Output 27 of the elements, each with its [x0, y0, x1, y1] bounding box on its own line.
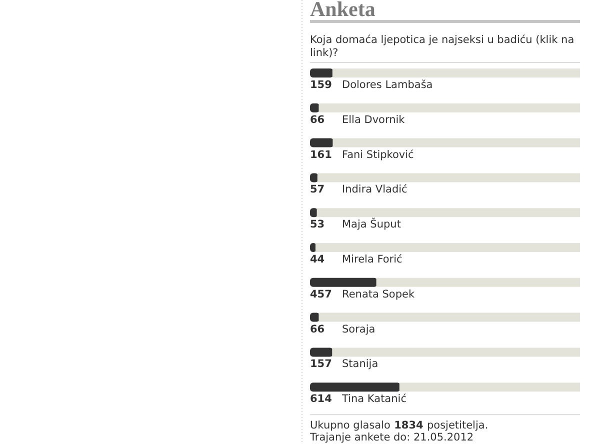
data-label: 161 — [310, 148, 332, 161]
text: Koja domaća ljepotica je najseksi u badiću (klik na link)? — [310, 34, 574, 59]
data-label: 457 — [310, 288, 332, 300]
text: Trajanje ankete do: 21.05.2012 — [309, 432, 474, 444]
data-label: 614 — [310, 393, 332, 406]
text: Ukupno glasalo 1834 posjetitelja. — [310, 420, 488, 432]
data-label: 157 — [310, 358, 332, 370]
y-tick-label: Fani Stipković — [342, 148, 414, 161]
data-label: 53 — [310, 218, 325, 231]
y-tick-label: Tina Katanić — [341, 393, 407, 406]
y-tick-label: Dolores Lambaša — [342, 79, 433, 91]
y-tick-label: Indira Vladić — [342, 184, 408, 196]
y-tick-label: Renata Sopek — [342, 288, 416, 300]
y-tick-label: Soraja — [342, 323, 376, 336]
bar — [310, 348, 334, 357]
bar — [310, 138, 334, 148]
chart-title: Anketa — [310, 0, 376, 21]
data-label: 66 — [310, 323, 325, 336]
y-tick-label: Mirela Forić — [342, 254, 403, 266]
data-label: 57 — [310, 184, 325, 196]
y-tick-label: Maja Šuput — [342, 218, 401, 231]
data-label: 159 — [310, 79, 332, 91]
y-tick-label: Ella Dvornik — [342, 114, 406, 126]
data-label: 66 — [310, 114, 325, 126]
y-tick-label: Stanija — [342, 358, 378, 370]
bar — [310, 68, 334, 78]
data-label: 44 — [310, 254, 325, 266]
